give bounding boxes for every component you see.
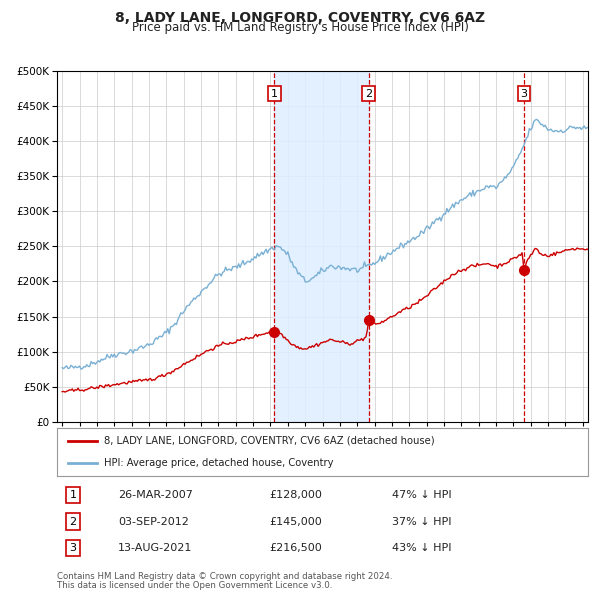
Text: HPI: Average price, detached house, Coventry: HPI: Average price, detached house, Cove… — [104, 458, 333, 468]
Text: 13-AUG-2021: 13-AUG-2021 — [118, 543, 193, 553]
Text: 37% ↓ HPI: 37% ↓ HPI — [392, 517, 451, 526]
Text: Contains HM Land Registry data © Crown copyright and database right 2024.: Contains HM Land Registry data © Crown c… — [57, 572, 392, 581]
Text: 1: 1 — [70, 490, 76, 500]
Text: 03-SEP-2012: 03-SEP-2012 — [118, 517, 189, 526]
Bar — [274, 71, 369, 422]
Text: 8, LADY LANE, LONGFORD, COVENTRY, CV6 6AZ (detached house): 8, LADY LANE, LONGFORD, COVENTRY, CV6 6A… — [104, 436, 434, 446]
Text: 2: 2 — [70, 517, 76, 526]
Text: £145,000: £145,000 — [269, 517, 322, 526]
Text: 26-MAR-2007: 26-MAR-2007 — [118, 490, 193, 500]
Text: 2: 2 — [365, 88, 373, 99]
Text: £128,000: £128,000 — [269, 490, 322, 500]
Text: 8, LADY LANE, LONGFORD, COVENTRY, CV6 6AZ: 8, LADY LANE, LONGFORD, COVENTRY, CV6 6A… — [115, 11, 485, 25]
Text: This data is licensed under the Open Government Licence v3.0.: This data is licensed under the Open Gov… — [57, 581, 332, 589]
Text: 47% ↓ HPI: 47% ↓ HPI — [392, 490, 451, 500]
Text: 3: 3 — [521, 88, 527, 99]
Text: 1: 1 — [271, 88, 278, 99]
Text: Price paid vs. HM Land Registry's House Price Index (HPI): Price paid vs. HM Land Registry's House … — [131, 21, 469, 34]
Text: 43% ↓ HPI: 43% ↓ HPI — [392, 543, 451, 553]
Text: £216,500: £216,500 — [269, 543, 322, 553]
Text: 3: 3 — [70, 543, 76, 553]
